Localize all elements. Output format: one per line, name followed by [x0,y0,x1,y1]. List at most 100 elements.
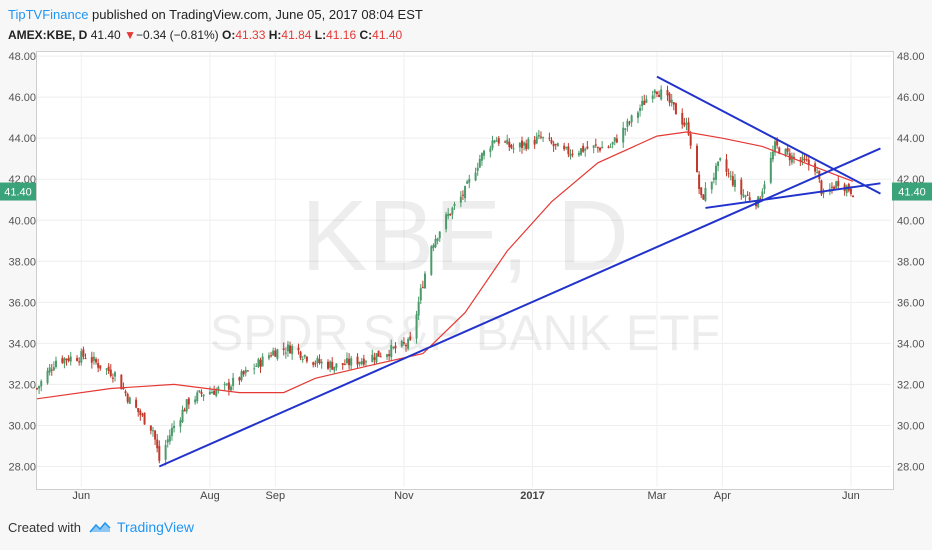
candle [816,167,819,174]
candle-body [240,371,243,381]
candle [451,206,454,220]
candle-body [820,180,823,195]
price-tag-text: 41.40 [898,187,926,199]
y-axis-right[interactable]: 28.0030.0032.0034.0036.0038.0040.0042.00… [897,51,925,473]
candle [539,131,542,140]
candle-body [833,186,836,190]
symbol-label[interactable]: AMEX:KBE, D [8,28,88,42]
candle-body [495,140,498,142]
candle-body [776,139,779,146]
candle [580,148,583,157]
candle [244,366,247,377]
candle-body [360,361,363,365]
candle [350,355,353,371]
candle [628,120,631,126]
author-link[interactable]: TipTVFinance [8,7,89,22]
candle [453,201,456,210]
candle [763,180,766,194]
candle [432,243,435,252]
candle-body [394,345,397,349]
price-chart[interactable]: KBE, D SPDR S&P BANK ETF 28.0030.0032.00… [0,0,932,510]
candle [105,367,108,375]
candle-body [78,361,81,363]
candle [356,353,359,369]
candle [814,161,817,176]
candle-body [48,367,51,373]
candle-body [565,147,568,149]
tradingview-link[interactable]: TradingView [116,519,195,535]
candle-body [742,194,745,197]
candle [122,382,125,390]
candle [276,348,279,361]
candle [196,390,199,404]
candle-body [173,425,176,429]
candle-body [67,358,70,361]
candle-body [299,351,302,359]
candle [556,142,559,147]
candle-body [658,94,661,98]
candle-body [525,143,528,150]
ma-line [36,131,854,400]
candle [158,440,161,464]
candle-body [609,146,612,148]
candle-body [82,349,85,357]
candle [687,117,690,136]
y-axis-left: 28.0030.0032.0034.0036.0038.0040.0042.00… [8,51,36,473]
x-axis[interactable]: Jun Aug Sep Nov 2017 Mar Apr Jun [72,490,859,502]
candle-body [712,177,715,180]
candle [274,347,277,357]
last-price-tags: 41.40 41.40 [0,182,932,201]
candle [362,354,365,367]
candle [483,149,486,160]
candle-body [246,370,249,372]
candle-body [69,356,72,362]
candle [512,143,515,154]
candle [622,121,625,148]
candle-body [36,388,38,390]
candle-body [548,137,551,139]
candle-body [816,171,819,174]
close-value: 41.40 [372,28,403,42]
candle [674,102,677,115]
candle [181,405,184,424]
candle-body [639,108,642,111]
publish-info: published on TradingView.com, June 05, 2… [88,7,423,22]
candle-body [681,112,684,125]
candle-body [183,409,186,412]
candle [335,363,338,371]
candle [480,152,483,166]
candle [630,114,633,127]
candle [681,108,684,129]
candle-body [567,146,570,155]
candle-body [213,390,216,395]
candle-body [611,142,614,145]
high-label: H: [268,28,282,42]
candle-body [105,368,108,370]
candle [771,145,774,163]
candle [341,363,344,370]
chart-panel[interactable] [36,51,894,490]
candle-body [124,391,127,394]
candle-body [805,159,808,161]
candle-body [276,349,279,359]
candle [421,280,424,289]
candle-body [748,197,751,201]
candle [312,361,315,368]
candle-body [326,361,329,369]
candle-body [392,347,395,349]
candle [291,344,294,360]
candle [702,193,705,200]
candle [95,357,98,365]
candle [504,140,507,143]
candle-body [689,134,692,146]
candle-body [179,420,182,427]
candle-body [291,345,294,355]
candle [69,351,72,366]
candle [318,354,321,365]
candle [727,168,730,178]
candle [523,141,526,151]
candle [305,355,308,364]
candle-body [771,151,774,160]
candle-body [99,365,102,369]
candle-body [438,231,441,239]
